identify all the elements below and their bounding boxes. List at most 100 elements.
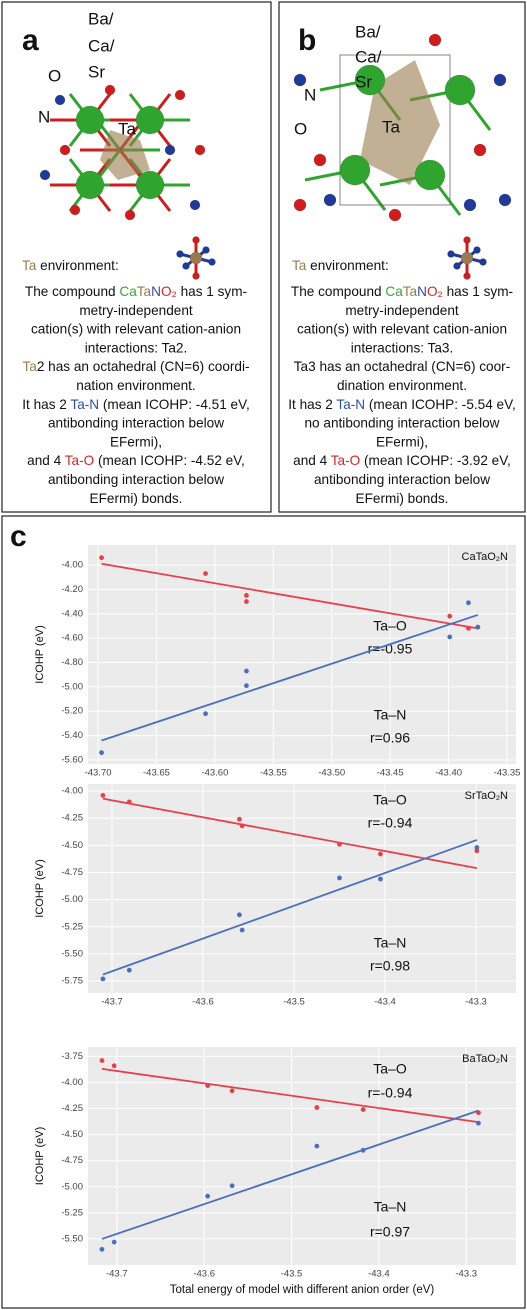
x-tick-label: -43.4 bbox=[374, 997, 396, 1008]
correlation-label: r=0.98 bbox=[370, 958, 410, 974]
atom bbox=[75, 170, 105, 200]
point bbox=[466, 600, 471, 606]
atom bbox=[473, 246, 481, 254]
atom bbox=[447, 250, 455, 258]
x-tick-label: -43.6 bbox=[192, 997, 214, 1008]
point bbox=[360, 1107, 366, 1112]
atom bbox=[135, 105, 165, 135]
series-label: Ta–N bbox=[374, 935, 407, 951]
text-run: EFermi), bbox=[376, 434, 428, 449]
x-tick-label: -43.55 bbox=[260, 768, 287, 779]
description-line: no antibonding interaction below bbox=[305, 415, 500, 430]
y-axis-label: ICOHP (eV) bbox=[34, 625, 46, 683]
species-label: Ca/ bbox=[88, 36, 115, 55]
description-line: interactions: Ta2. bbox=[85, 340, 188, 355]
compound-label: CaTaO₂N bbox=[462, 551, 509, 563]
y-tick-label: -5.25 bbox=[61, 1207, 83, 1218]
description-line: Ta2 has an octahedral (CN=6) coordi- bbox=[22, 359, 249, 374]
atom bbox=[414, 159, 446, 191]
y-tick-label: -4.80 bbox=[61, 657, 83, 668]
panel-label: b bbox=[298, 24, 316, 57]
y-tick-label: -5.20 bbox=[61, 706, 83, 717]
y-tick-label: -4.40 bbox=[61, 608, 83, 619]
text-run: (mean ICOHP: -5.54 eV, bbox=[365, 396, 516, 411]
point bbox=[378, 851, 383, 857]
atom bbox=[192, 272, 200, 280]
point bbox=[203, 711, 208, 717]
atom bbox=[75, 105, 105, 135]
atom bbox=[463, 198, 477, 212]
x-tick-label: -43.4 bbox=[368, 1269, 390, 1280]
atom bbox=[460, 251, 474, 265]
description-line: and 4 Ta-O (mean ICOHP: -3.92 eV, bbox=[293, 453, 511, 468]
y-axis-label: ICOHP (eV) bbox=[34, 1127, 46, 1185]
octahedron bbox=[360, 60, 440, 185]
y-tick-label: -4.75 bbox=[61, 1155, 83, 1166]
description-line: EFermi), bbox=[376, 434, 428, 449]
atom bbox=[194, 144, 206, 156]
point bbox=[99, 750, 104, 756]
text-run: EFermi), bbox=[110, 434, 162, 449]
fit-line bbox=[102, 797, 478, 870]
unit-cell bbox=[339, 54, 451, 206]
x-tick-label: -43.6 bbox=[193, 1269, 215, 1280]
y-tick-label: -4.00 bbox=[61, 786, 83, 797]
y-tick-label: -5.75 bbox=[61, 976, 83, 987]
point bbox=[244, 593, 249, 598]
x-axis-label: Total energy of model with different ani… bbox=[170, 1284, 435, 1296]
point bbox=[99, 555, 104, 561]
point bbox=[474, 845, 480, 850]
description-line: cation(s) with relevant cation-anion bbox=[297, 321, 507, 336]
point bbox=[337, 875, 342, 881]
y-tick-label: -3.75 bbox=[61, 1051, 83, 1062]
text-run: antibonding interaction below bbox=[314, 472, 490, 487]
compound-label: BaTaO₂N bbox=[462, 1053, 508, 1065]
fit-line bbox=[102, 839, 478, 976]
atom bbox=[453, 262, 461, 270]
description-line: The compound CaTaNO₂ has 1 sym- bbox=[291, 284, 513, 299]
y-tick-label: -5.00 bbox=[61, 1181, 83, 1192]
species-label: Ta bbox=[118, 119, 137, 138]
point bbox=[314, 1105, 320, 1110]
correlation-label: r=-0.94 bbox=[368, 815, 413, 831]
atom bbox=[69, 204, 81, 216]
y-tick-label: -5.50 bbox=[61, 948, 83, 959]
species-label: Ta bbox=[382, 117, 401, 136]
text-run: Ta3 has an octahedral (CN=6) coor- bbox=[294, 359, 510, 374]
description-line: metry-independent bbox=[345, 302, 459, 317]
text-run: O₂ bbox=[427, 284, 443, 299]
point bbox=[126, 799, 132, 805]
text-run: Ta bbox=[137, 284, 152, 299]
point bbox=[237, 912, 242, 918]
atom bbox=[135, 170, 165, 200]
description-line: Ta3 has an octahedral (CN=6) coor- bbox=[294, 359, 510, 374]
text-run: Ta bbox=[22, 258, 37, 273]
text-run: It has 2 bbox=[288, 396, 336, 411]
x-tick-label: -43.5 bbox=[281, 1269, 303, 1280]
atom bbox=[339, 154, 371, 186]
correlation-label: r=0.96 bbox=[370, 730, 410, 746]
description-line: antibonding interaction below bbox=[48, 415, 224, 430]
atom bbox=[202, 246, 210, 254]
text-run: antibonding interaction below bbox=[48, 472, 224, 487]
atom bbox=[293, 73, 307, 87]
text-run: (mean ICOHP: -3.92 eV, bbox=[360, 453, 511, 468]
description-line: The compound CaTaNO₂ has 1 sym- bbox=[25, 284, 247, 299]
atom bbox=[59, 144, 71, 156]
atom bbox=[208, 258, 216, 266]
series-label: Ta–N bbox=[374, 1199, 407, 1215]
plot-area bbox=[88, 784, 516, 993]
point bbox=[244, 683, 249, 689]
species-label: Ba/ bbox=[355, 22, 381, 41]
y-tick-label: -4.00 bbox=[61, 1077, 83, 1088]
x-tick-label: -43.3 bbox=[465, 997, 487, 1008]
atom bbox=[192, 236, 200, 244]
text-run: dination environment. bbox=[337, 378, 467, 393]
text-run: cation(s) with relevant cation-anion bbox=[31, 321, 241, 336]
text-run: has 1 sym- bbox=[443, 284, 513, 299]
atom bbox=[54, 94, 66, 106]
species-label: N bbox=[38, 107, 50, 126]
description-line: interactions: Ta3. bbox=[351, 340, 454, 355]
atom bbox=[124, 209, 136, 221]
y-tick-label: -5.50 bbox=[61, 1233, 83, 1244]
